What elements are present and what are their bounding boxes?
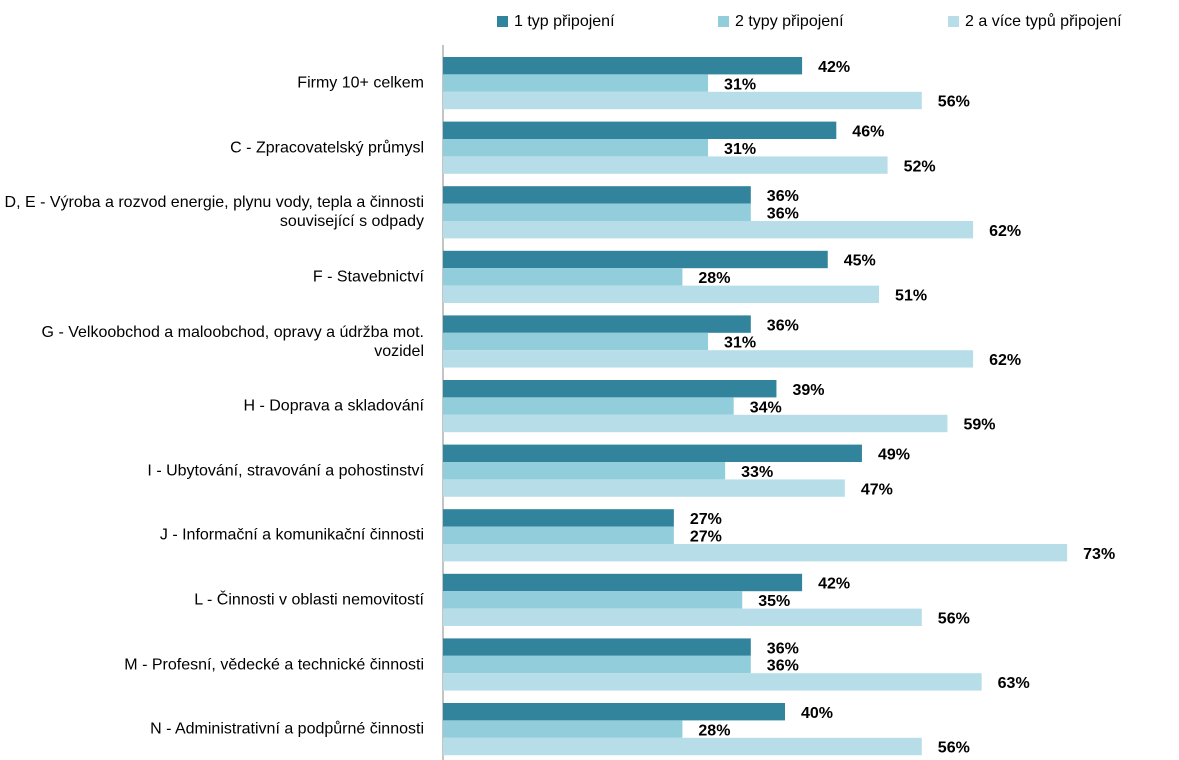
value-label: 46% [852, 124, 884, 141]
value-label: 47% [861, 481, 893, 498]
legend-label: 1 typ připojení [514, 13, 615, 30]
category-label: N - Administrativní a podpůrné činnosti [150, 720, 424, 738]
value-label: 40% [801, 705, 833, 722]
bar [443, 737, 922, 756]
bar [443, 91, 922, 110]
bar [443, 380, 777, 398]
bar [443, 268, 683, 286]
bar [443, 350, 974, 368]
category-label: I - Ubytování, stravování a pohostinství [147, 462, 424, 480]
bar [443, 332, 709, 351]
bar [443, 121, 837, 139]
value-label: 36% [767, 640, 799, 657]
bar [443, 544, 1068, 562]
value-label: 34% [750, 399, 782, 416]
bar [443, 414, 948, 433]
category-label: M - Profesní, vědecké a technické činnos… [124, 656, 424, 673]
bar [443, 57, 803, 75]
bar [443, 285, 880, 303]
bar [443, 703, 785, 721]
legend-swatch [948, 16, 959, 27]
value-label: 36% [767, 317, 799, 334]
bar [443, 250, 828, 269]
category-label: J - Informační a komunikační činnosti [159, 526, 424, 544]
bar [443, 397, 734, 415]
bar [443, 74, 709, 92]
bar [443, 655, 751, 674]
bar [443, 203, 751, 221]
value-label: 35% [758, 593, 790, 610]
bar [443, 479, 845, 497]
category-label: C - Zpracovatelský průmysl [230, 139, 424, 157]
bar [443, 186, 751, 204]
value-label: 45% [844, 253, 876, 270]
category-label: H - Doprava a skladování [243, 397, 424, 415]
value-label: 73% [1083, 546, 1115, 563]
bar [443, 591, 743, 609]
value-label: 63% [998, 675, 1030, 692]
bar [443, 156, 888, 174]
bar [443, 526, 674, 544]
bar [443, 444, 862, 462]
category-label: G - Velkoobchod a maloobchod, opravy a ú… [41, 323, 424, 360]
value-label: 56% [938, 740, 970, 757]
value-label: 51% [895, 288, 927, 305]
value-label: 31% [724, 76, 756, 93]
category-label: L - Činnosti v oblasti nemovitostí [194, 591, 424, 609]
value-label: 56% [938, 611, 970, 628]
legend-label: 2 typy připojení [735, 13, 844, 30]
value-label: 28% [698, 722, 730, 739]
value-label: 31% [724, 141, 756, 158]
legend-swatch [718, 16, 729, 27]
bar [443, 573, 803, 592]
value-label: 52% [904, 158, 936, 175]
value-label: 36% [767, 658, 799, 675]
bar [443, 608, 922, 626]
bar [443, 638, 751, 656]
value-label: 27% [690, 529, 722, 546]
bar [443, 315, 751, 333]
category-label: D, E - Výroba a rozvod energie, plynu vo… [4, 194, 424, 231]
legend-label: 2 a více typů připojení [965, 12, 1122, 30]
value-label: 33% [741, 464, 773, 481]
bar [443, 673, 982, 691]
category-label: Firmy 10+ celkem [297, 74, 424, 92]
value-label: 62% [989, 223, 1021, 240]
value-label: 28% [698, 270, 730, 287]
value-label: 27% [690, 511, 722, 528]
bar [443, 509, 674, 527]
value-label: 36% [767, 206, 799, 223]
value-label: 36% [767, 188, 799, 205]
bar [443, 720, 683, 738]
value-label: 56% [938, 94, 970, 111]
category-label: F - Stavebnictví [312, 268, 424, 286]
value-label: 49% [878, 447, 910, 464]
bar [443, 221, 974, 239]
value-label: 31% [724, 335, 756, 352]
value-label: 39% [792, 382, 824, 399]
value-label: 42% [818, 576, 850, 593]
bar [443, 139, 709, 157]
value-label: 62% [989, 352, 1021, 369]
legend-swatch [497, 16, 508, 27]
value-label: 59% [963, 417, 995, 434]
value-label: 42% [818, 59, 850, 76]
bar [443, 462, 726, 480]
